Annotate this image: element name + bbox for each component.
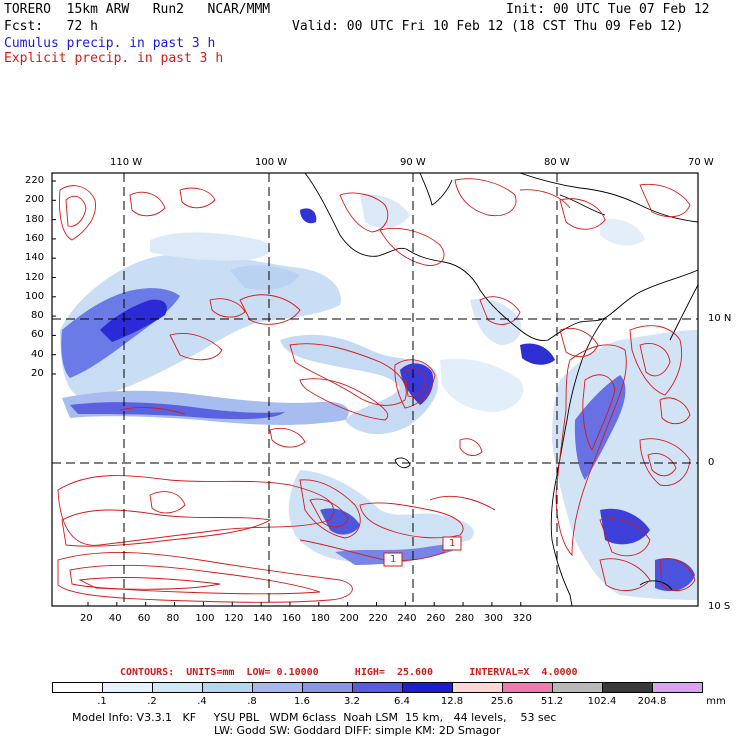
legend-level-label: .8 [247,696,257,707]
lat-label: 0 [708,457,715,468]
x-tick-label: 60 [137,613,151,624]
legend-swatch [652,682,703,693]
legend-swatch [602,682,653,693]
field-cumulus-label: Cumulus precip. in past 3 h [4,36,216,51]
legend-swatch [402,682,453,693]
y-tick-label: 20 [31,368,44,379]
x-tick-label: 260 [426,613,446,624]
graticule [52,173,698,606]
contour-label-1: 1 [390,554,397,565]
x-tick-label: 120 [224,613,244,624]
init-time: Init: 00 UTC Tue 07 Feb 12 [506,2,710,17]
y-tick-label: 40 [31,348,44,360]
lon-label: 80 W [544,157,570,168]
lat-label: 10 N [708,313,732,324]
contour-info: CONTOURS: UNITS=mm LOW= 0.10000 HIGH= 25… [120,667,578,678]
legend-swatch [352,682,403,693]
y-tick-label: 60 [31,329,44,341]
x-tick-label: 280 [455,613,475,624]
x-tick-label: 40 [108,613,122,624]
y-tick-label: 180 [25,213,45,225]
legend-level-label: .1 [97,696,107,707]
forecast-hour: Fcst: 72 h [4,19,98,34]
legend-swatch [302,682,353,693]
x-tick-label: 220 [368,613,388,624]
legend-level-label: 51.2 [540,696,564,707]
legend-swatch [252,682,303,693]
legend-swatch [552,682,603,693]
lon-label: 110 W [110,157,143,168]
y-tick-label: 100 [25,290,45,302]
x-tick-label: 80 [166,613,180,624]
map-frame [51,172,699,607]
legend-swatch [202,682,253,693]
y-tick-label: 160 [25,232,45,244]
legend-level-label: 12.8 [440,696,464,707]
x-tick-label: 20 [80,613,93,624]
legend-level-label: 1.6 [294,696,310,707]
x-tick-label: 320 [512,613,532,624]
coastlines [304,173,698,606]
lon-label: 100 W [255,157,288,168]
explicit-precip-contours [57,178,696,603]
legend-unit: mm [706,696,726,707]
legend-swatch [102,682,153,693]
y-tick-label: 120 [25,271,45,283]
legend-level-label: 102.4 [587,696,617,707]
x-tick-label: 180 [310,613,330,624]
legend-level-label: 3.2 [344,696,360,707]
model-physics: LW: Godd SW: Goddard DIFF: simple KM: 2D… [214,724,501,737]
legend-swatch [452,682,503,693]
legend-level-label: 25.6 [490,696,514,707]
model-info: Model Info: V3.3.1 KF YSU PBL WDM 6class… [72,711,557,724]
y-tick-label: 200 [25,194,45,206]
legend-level-label: .2 [147,696,157,707]
x-tick-label: 100 [195,613,215,624]
lat-label: 10 S [708,601,731,612]
x-tick-label: 200 [339,613,359,624]
legend-swatch [152,682,203,693]
lon-label: 70 W [688,157,714,168]
x-tick-label: 240 [397,613,417,624]
legend-level-label: 6.4 [394,696,410,707]
legend-swatch [502,682,553,693]
valid-time: Valid: 00 UTC Fri 10 Feb 12 (18 CST Thu … [292,19,684,34]
legend-swatch [52,682,103,693]
contour-label-2: 1 [449,538,456,549]
contour-label-boxes [383,536,462,567]
legend-level-label: 204.8 [637,696,667,707]
y-tick-label: 80 [31,310,44,322]
y-tick-label: 140 [25,252,45,264]
field-explicit-label: Explicit precip. in past 3 h [4,51,224,66]
cumulus-precip-field [60,194,698,600]
x-tick-label: 140 [253,613,273,624]
x-tick-label: 300 [483,613,503,624]
model-title: TORERO 15km ARW Run2 NCAR/MMM [4,2,271,17]
y-tick-label: 220 [25,175,45,186]
lon-label: 90 W [400,157,426,168]
legend-level-label: .4 [197,696,207,707]
x-tick-label: 160 [281,613,302,624]
